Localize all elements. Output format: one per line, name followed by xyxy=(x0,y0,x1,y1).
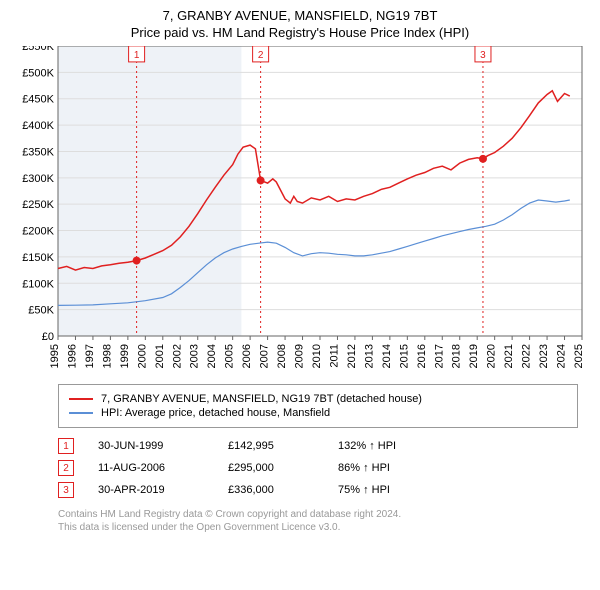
svg-text:2007: 2007 xyxy=(259,344,271,368)
svg-text:2022: 2022 xyxy=(521,344,533,368)
sale-price-3: £336,000 xyxy=(228,484,338,496)
svg-text:1998: 1998 xyxy=(101,344,113,368)
svg-text:2008: 2008 xyxy=(276,344,288,368)
svg-text:£550K: £550K xyxy=(22,46,54,53)
svg-text:2003: 2003 xyxy=(189,344,201,368)
legend-label-hpi: HPI: Average price, detached house, Mans… xyxy=(101,407,330,419)
svg-text:2023: 2023 xyxy=(538,344,550,368)
svg-text:£250K: £250K xyxy=(22,199,54,211)
svg-text:1995: 1995 xyxy=(49,344,61,368)
legend-swatch-hpi xyxy=(69,412,93,414)
svg-text:1: 1 xyxy=(134,50,140,61)
title-block: 7, GRANBY AVENUE, MANSFIELD, NG19 7BT Pr… xyxy=(12,8,588,40)
svg-text:2012: 2012 xyxy=(346,344,358,368)
svg-text:2016: 2016 xyxy=(416,344,428,368)
svg-text:£200K: £200K xyxy=(22,226,54,238)
svg-text:£300K: £300K xyxy=(22,173,54,185)
sale-pct-3: 75% ↑ HPI xyxy=(338,484,458,496)
svg-text:£100K: £100K xyxy=(22,278,54,290)
svg-text:£150K: £150K xyxy=(22,252,54,264)
legend-row-hpi: HPI: Average price, detached house, Mans… xyxy=(69,407,567,419)
sale-badge-3: 3 xyxy=(58,482,74,498)
svg-text:2009: 2009 xyxy=(294,344,306,368)
svg-text:£400K: £400K xyxy=(22,120,54,132)
svg-text:1997: 1997 xyxy=(84,344,96,368)
sale-pct-1: 132% ↑ HPI xyxy=(338,440,458,452)
svg-text:£0: £0 xyxy=(42,331,54,343)
sale-badge-2: 2 xyxy=(58,460,74,476)
svg-text:2024: 2024 xyxy=(556,344,568,368)
svg-text:2021: 2021 xyxy=(503,344,515,368)
svg-text:2025: 2025 xyxy=(573,344,585,368)
sale-date-1: 30-JUN-1999 xyxy=(98,440,228,452)
svg-text:£350K: £350K xyxy=(22,146,54,158)
svg-text:2018: 2018 xyxy=(451,344,463,368)
svg-text:2001: 2001 xyxy=(154,344,166,368)
svg-text:2002: 2002 xyxy=(171,344,183,368)
svg-text:1996: 1996 xyxy=(66,344,78,368)
legend: 7, GRANBY AVENUE, MANSFIELD, NG19 7BT (d… xyxy=(58,384,578,428)
legend-swatch-property xyxy=(69,398,93,400)
title-address: 7, GRANBY AVENUE, MANSFIELD, NG19 7BT xyxy=(12,8,588,23)
sales-row-3: 3 30-APR-2019 £336,000 75% ↑ HPI xyxy=(58,482,588,498)
sale-pct-2: 86% ↑ HPI xyxy=(338,462,458,474)
sale-badge-1: 1 xyxy=(58,438,74,454)
sales-row-1: 1 30-JUN-1999 £142,995 132% ↑ HPI xyxy=(58,438,588,454)
sale-price-2: £295,000 xyxy=(228,462,338,474)
svg-text:2010: 2010 xyxy=(311,344,323,368)
sale-date-3: 30-APR-2019 xyxy=(98,484,228,496)
legend-row-property: 7, GRANBY AVENUE, MANSFIELD, NG19 7BT (d… xyxy=(69,393,567,405)
footer-attribution: Contains HM Land Registry data © Crown c… xyxy=(58,508,588,534)
footer-line2: This data is licensed under the Open Gov… xyxy=(58,521,588,534)
svg-text:2000: 2000 xyxy=(136,344,148,368)
svg-text:2015: 2015 xyxy=(398,344,410,368)
svg-text:2005: 2005 xyxy=(224,344,236,368)
svg-text:3: 3 xyxy=(480,50,486,61)
svg-text:2004: 2004 xyxy=(206,344,218,368)
title-subtitle: Price paid vs. HM Land Registry's House … xyxy=(12,25,588,40)
svg-text:1999: 1999 xyxy=(119,344,131,368)
svg-text:2014: 2014 xyxy=(381,344,393,368)
sale-date-2: 11-AUG-2006 xyxy=(98,462,228,474)
svg-text:£50K: £50K xyxy=(28,305,54,317)
chart-area: £0 £50K £100K £150K £200K £250K £300K £350K £400… xyxy=(12,46,588,376)
svg-text:2011: 2011 xyxy=(328,344,340,368)
svg-text:2: 2 xyxy=(258,50,264,61)
svg-text:£450K: £450K xyxy=(22,94,54,106)
svg-text:2020: 2020 xyxy=(486,344,498,368)
svg-text:£500K: £500K xyxy=(22,67,54,79)
svg-text:2013: 2013 xyxy=(363,344,375,368)
svg-text:2019: 2019 xyxy=(468,344,480,368)
svg-text:2017: 2017 xyxy=(433,344,445,368)
line-chart-svg: £0 £50K £100K £150K £200K £250K £300K £350K £400… xyxy=(12,46,588,376)
svg-text:2006: 2006 xyxy=(241,344,253,368)
footer-line1: Contains HM Land Registry data © Crown c… xyxy=(58,508,588,521)
sales-table: 1 30-JUN-1999 £142,995 132% ↑ HPI 2 11-A… xyxy=(58,438,588,498)
sale-price-1: £142,995 xyxy=(228,440,338,452)
sales-row-2: 2 11-AUG-2006 £295,000 86% ↑ HPI xyxy=(58,460,588,476)
legend-label-property: 7, GRANBY AVENUE, MANSFIELD, NG19 7BT (d… xyxy=(101,393,422,405)
chart-container: 7, GRANBY AVENUE, MANSFIELD, NG19 7BT Pr… xyxy=(0,0,600,542)
